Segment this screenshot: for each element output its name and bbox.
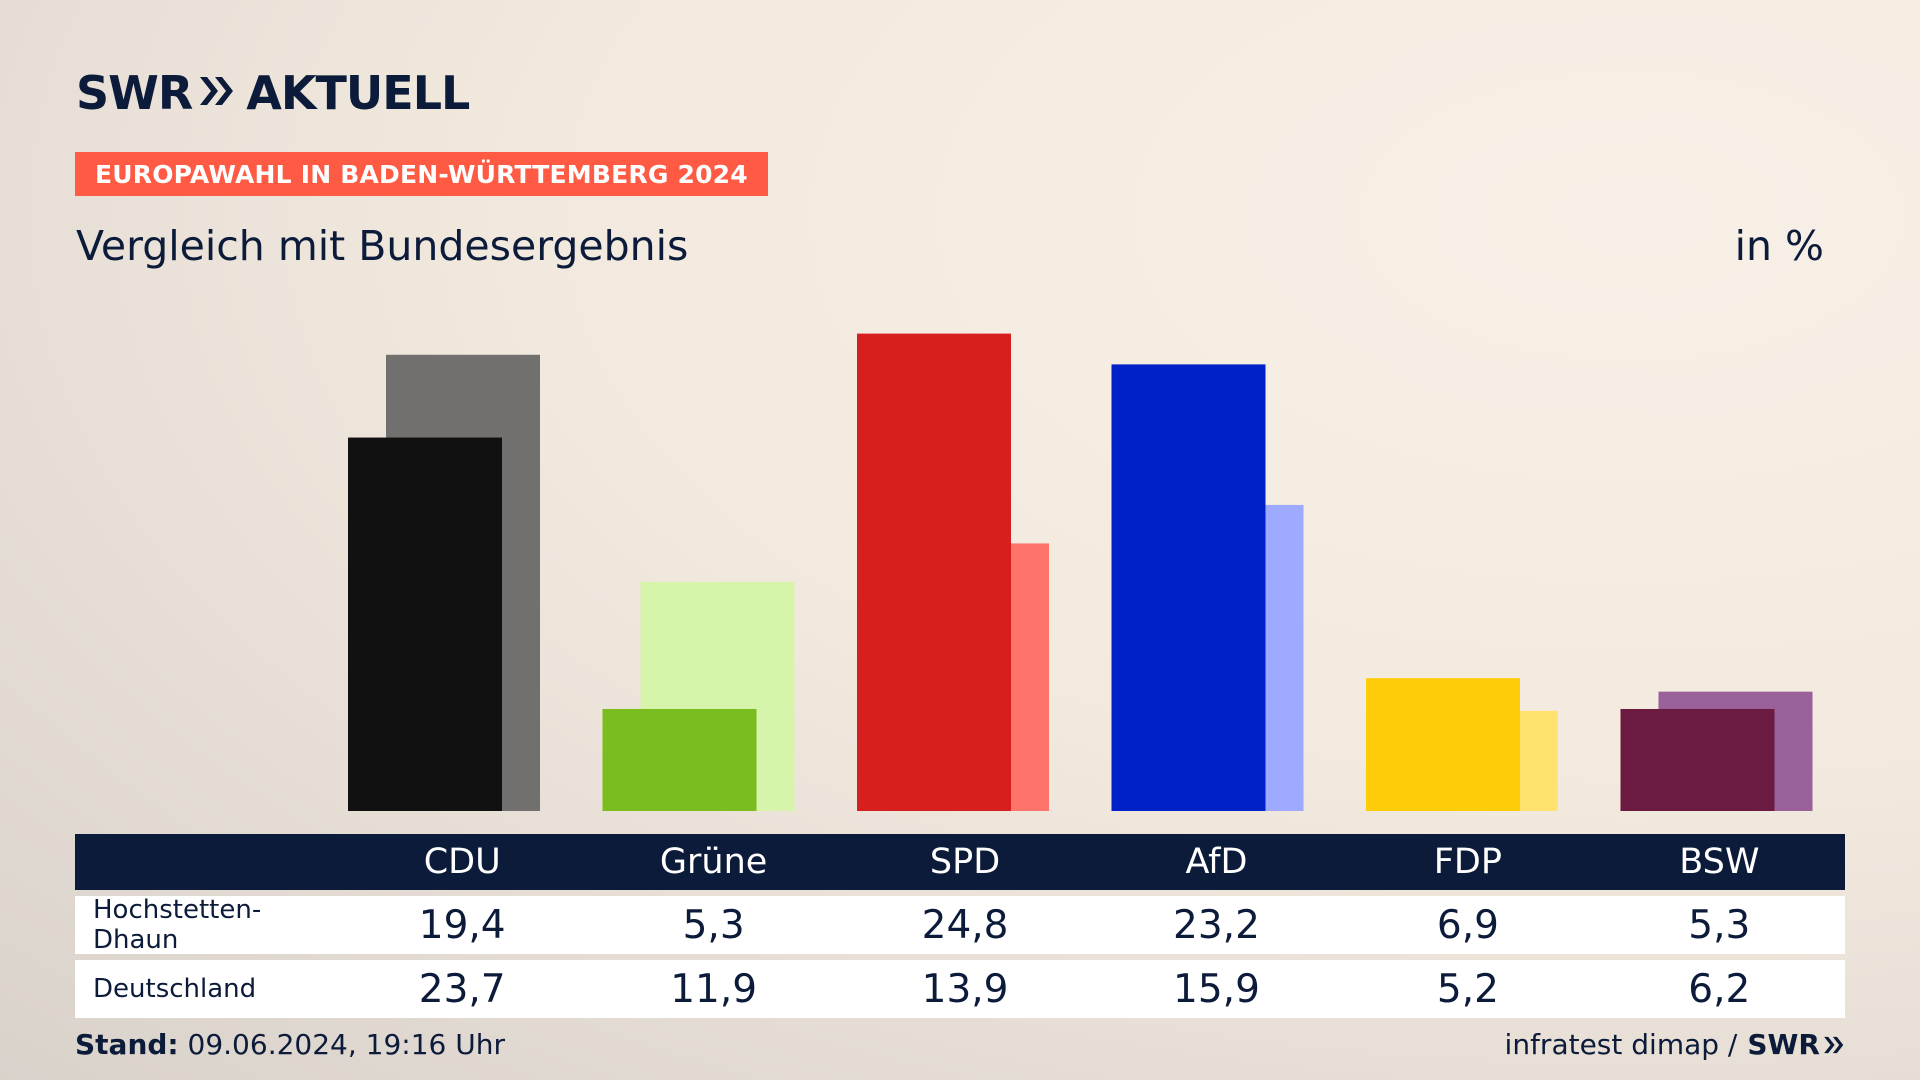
header-fdp: FDP (1433, 842, 1502, 882)
value-bsw: 6,2 (1688, 966, 1751, 1012)
chart-subtitle: Vergleich mit Bundesergebnis (76, 222, 689, 270)
stand-value: 09.06.2024, 19:16 Uhr (187, 1028, 505, 1061)
source-credit: infratest dimap / SWR (1505, 1028, 1845, 1061)
row-label: Hochstetten-Dhaun (93, 895, 262, 955)
row-label: Deutschland (93, 974, 257, 1004)
value-gruene: 11,9 (670, 966, 758, 1012)
bar-hochstetten-afd (1111, 364, 1266, 811)
bar-chart (348, 333, 1813, 811)
table-row-deutschland: Deutschland 23,7 11,9 13,9 15,9 5,2 6,2 (75, 960, 1845, 1018)
double-chevron-icon (1824, 1036, 1844, 1053)
bar-hochstetten-gruene (602, 708, 757, 811)
table-header: CDU Grüne SPD AfD FDP BSW (75, 834, 1845, 890)
bar-hochstetten-bsw (1620, 708, 1775, 811)
header-spd: SPD (929, 842, 1001, 882)
bar-hochstetten-cdu (348, 437, 502, 811)
value-afd: 15,9 (1173, 966, 1260, 1012)
stand-label: Stand: (75, 1028, 179, 1061)
swr-footer-logo: SWR (1747, 1028, 1845, 1061)
source-text: infratest dimap / (1504, 1028, 1738, 1061)
bar-hochstetten-fdp (1366, 678, 1520, 811)
value-fdp: 6,9 (1436, 902, 1499, 948)
double-chevron-icon (198, 74, 236, 112)
value-cdu: 23,7 (418, 966, 506, 1012)
bar-hochstetten-spd (857, 333, 1011, 811)
value-fdp: 5,2 (1436, 966, 1499, 1012)
value-cdu: 19,4 (418, 902, 506, 948)
results-table: CDU Grüne SPD AfD FDP BSW Hochstetten-Dh… (75, 834, 1845, 1018)
value-bsw: 5,3 (1688, 902, 1751, 948)
value-spd: 13,9 (921, 966, 1009, 1012)
value-gruene: 5,3 (682, 902, 745, 948)
header-bsw: BSW (1679, 842, 1760, 882)
table-row-hochstetten: Hochstetten-Dhaun 19,4 5,3 24,8 23,2 6,9… (75, 895, 1845, 955)
swr-footer-text: SWR (1747, 1028, 1820, 1061)
value-spd: 24,8 (921, 902, 1009, 948)
unit-label: in % (1734, 222, 1824, 270)
header-cdu: CDU (423, 842, 501, 882)
logo-brand: SWR (76, 66, 193, 120)
election-badge: EUROPAWAHL IN BADEN-WÜRTTEMBERG 2024 (75, 152, 768, 196)
timestamp: Stand: 09.06.2024, 19:16 Uhr (75, 1028, 505, 1061)
header-gruene: Grüne (659, 842, 768, 882)
logo-product: AKTUELL (246, 66, 470, 120)
header-afd: AfD (1185, 842, 1248, 882)
swr-aktuell-logo: SWR AKTUELL (76, 66, 470, 120)
value-afd: 23,2 (1173, 902, 1260, 948)
